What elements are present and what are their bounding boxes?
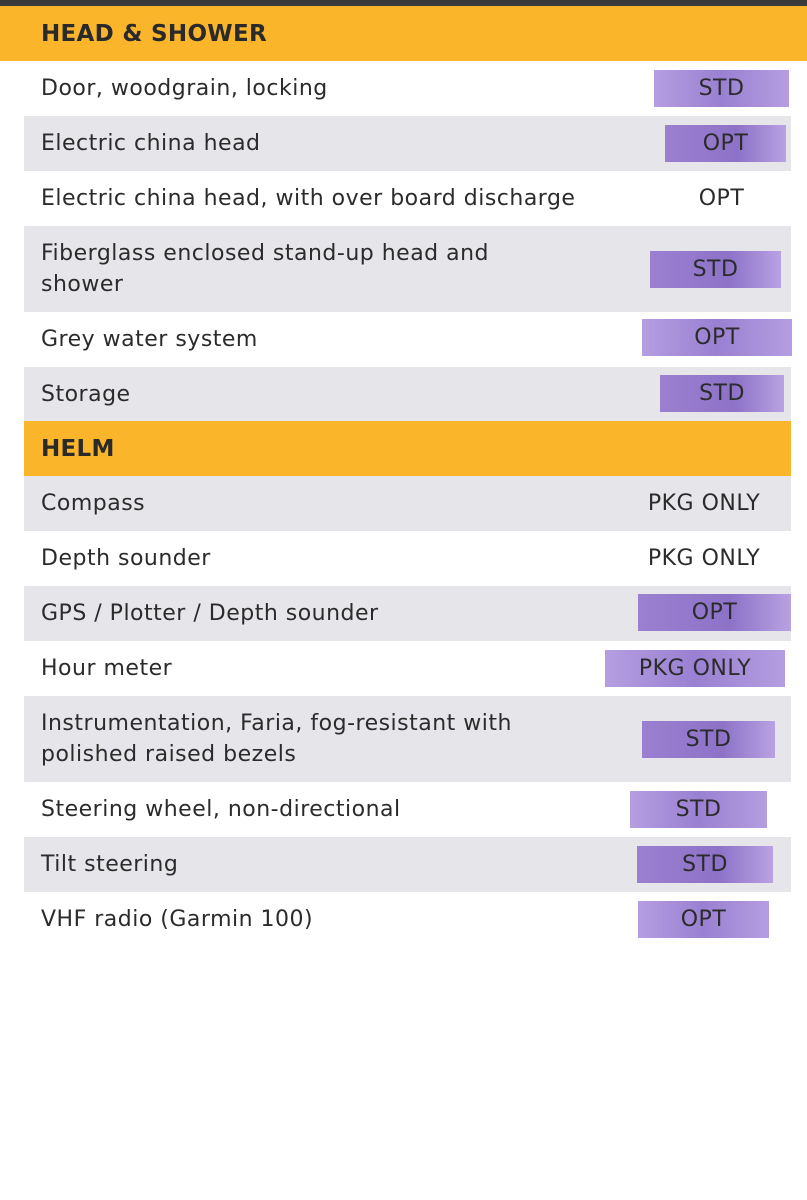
status-badge: OPT (638, 594, 791, 631)
feature-label: Depth sounder (41, 546, 211, 571)
status-badge: STD (660, 375, 784, 412)
section-title: HEAD & SHOWER (41, 20, 267, 47)
feature-label: Fiberglass enclosed stand-up head and sh… (41, 241, 490, 297)
feature-label: Electric china head, with over board dis… (41, 186, 576, 211)
status-badge: STD (637, 846, 773, 883)
table-row: Compass PKG ONLY (24, 476, 791, 531)
table-row: Fiberglass enclosed stand-up head and sh… (24, 226, 791, 312)
status-badge: STD (650, 251, 781, 288)
table-row: Storage STD (24, 367, 791, 421)
feature-label: Compass (41, 491, 146, 516)
status-value: PKG ONLY (647, 491, 761, 516)
table-row: Electric china head, with over board dis… (24, 171, 791, 226)
feature-label: Electric china head (41, 131, 261, 156)
table-row: Tilt steering STD (24, 837, 791, 892)
status-badge: PKG ONLY (605, 650, 785, 687)
feature-label: VHF radio (Garmin 100) (41, 907, 314, 932)
status-badge: STD (642, 721, 775, 758)
status-badge: STD (654, 70, 789, 107)
table-row: Electric china head OPT (24, 116, 791, 171)
top-border (0, 0, 807, 6)
feature-label: GPS / Plotter / Depth sounder (41, 601, 379, 626)
feature-label: Instrumentation, Faria, fog-resistant wi… (41, 711, 512, 767)
table-row: VHF radio (Garmin 100) OPT (24, 892, 791, 947)
feature-label: Tilt steering (41, 852, 179, 877)
table-row: Hour meter PKG ONLY (24, 641, 791, 696)
feature-label: Storage (41, 381, 131, 407)
table-row: GPS / Plotter / Depth sounder OPT (24, 586, 791, 641)
feature-label: Steering wheel, non-directional (41, 797, 401, 822)
table-row: Steering wheel, non-directional STD (24, 782, 791, 837)
feature-label: Hour meter (41, 656, 173, 681)
status-value: PKG ONLY (647, 546, 761, 571)
feature-label: Grey water system (41, 327, 258, 352)
table-row: Instrumentation, Faria, fog-resistant wi… (24, 696, 791, 782)
features-table: HEAD & SHOWER Door, woodgrain, locking S… (0, 6, 807, 947)
table-row: Grey water system OPT (24, 312, 792, 367)
section-header-helm: HELM (24, 421, 791, 476)
status-badge: OPT (638, 901, 769, 938)
table-row: Depth sounder PKG ONLY (24, 531, 791, 586)
section-header-head-shower: HEAD & SHOWER (0, 6, 807, 61)
status-badge: OPT (665, 125, 786, 162)
status-badge: OPT (642, 319, 792, 356)
status-value: OPT (698, 186, 745, 211)
section-title: HELM (41, 435, 115, 462)
status-badge: STD (630, 791, 767, 828)
feature-label: Door, woodgrain, locking (41, 76, 328, 101)
table-row: Door, woodgrain, locking STD (24, 61, 791, 116)
